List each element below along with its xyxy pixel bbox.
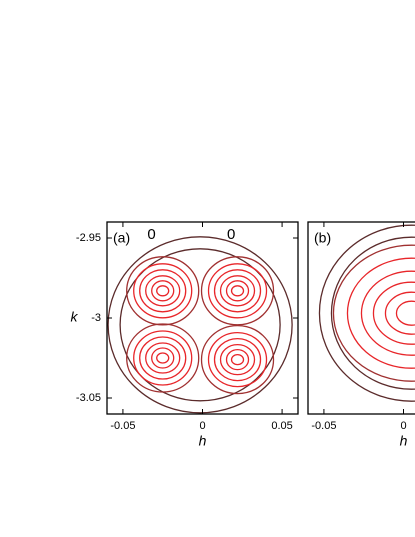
contour <box>200 324 275 395</box>
contour <box>225 348 250 371</box>
contour <box>151 280 175 302</box>
y-tick-label: -3.05 <box>76 392 101 404</box>
contour <box>230 353 245 366</box>
x-axis-label: h <box>199 433 207 449</box>
panel-label: (b) <box>314 230 331 246</box>
contour <box>395 300 415 326</box>
contour <box>219 275 256 307</box>
contour <box>346 257 415 369</box>
contour <box>126 256 200 326</box>
y-axis-label: k <box>71 309 79 325</box>
contour <box>156 285 170 297</box>
contour <box>213 269 262 313</box>
contour <box>332 244 415 382</box>
contour-label: 0 <box>227 226 235 243</box>
contour <box>145 342 181 374</box>
contour <box>225 280 250 302</box>
contour <box>145 275 181 307</box>
contour <box>372 281 415 345</box>
contour <box>213 337 262 382</box>
x-tick-label: 0.05 <box>271 420 292 432</box>
contour <box>219 343 256 376</box>
contour <box>230 285 245 297</box>
contour <box>200 256 275 326</box>
contour <box>126 323 200 393</box>
panel-label: (a) <box>113 230 130 246</box>
x-tick-label: 0 <box>400 420 406 432</box>
contour <box>151 347 175 369</box>
contour <box>207 263 268 319</box>
outer-contour <box>119 248 281 402</box>
y-tick-label: -3 <box>91 312 101 324</box>
x-tick-label: -0.05 <box>311 420 336 432</box>
outer-contour <box>330 236 415 390</box>
contour <box>384 291 415 335</box>
contour <box>207 331 268 388</box>
contour <box>156 352 170 364</box>
contour <box>133 263 193 319</box>
plot-area <box>318 224 415 402</box>
outer-contour <box>107 236 293 414</box>
y-tick-label: -2.95 <box>76 232 101 244</box>
contour-label: 0 <box>147 226 155 243</box>
contour <box>139 269 187 313</box>
x-tick-label: 0 <box>199 420 205 432</box>
frame <box>106 221 299 415</box>
contour <box>360 270 415 356</box>
x-tick-label: -0.05 <box>110 420 135 432</box>
contour <box>139 336 187 380</box>
contour <box>133 330 193 386</box>
x-axis-label: h <box>400 433 408 449</box>
outer-contour <box>318 224 415 402</box>
